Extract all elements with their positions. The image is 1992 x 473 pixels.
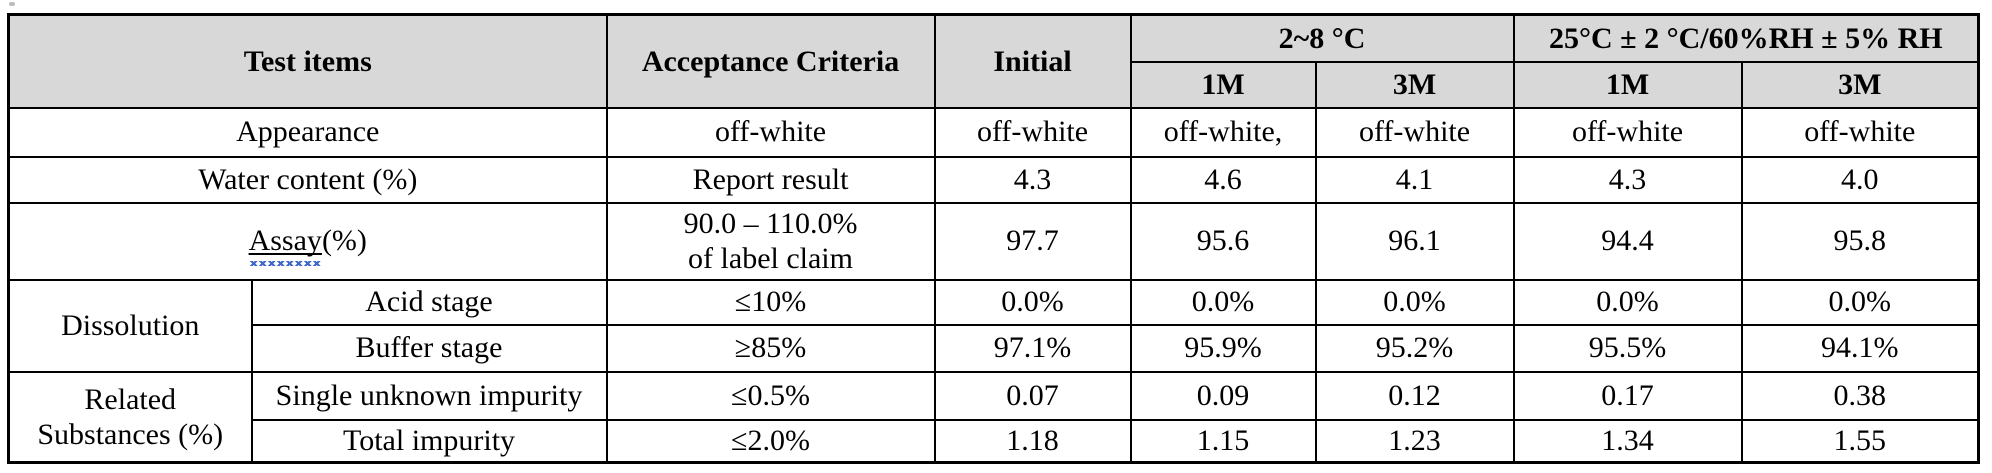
criteria-cell: off-white (605, 106, 936, 158)
value-cell: 1.23 (1314, 418, 1515, 464)
criteria-cell: ≥85% (605, 323, 936, 373)
group-cell-related-substances: Related Substances (%) (7, 370, 253, 464)
header-row-2: 1M 3M 1M 3M (9, 60, 1980, 109)
assay-word-spellchecked: Assay (248, 224, 323, 266)
value-cell: 0.12 (1314, 370, 1515, 421)
header-timepoint-1m-cold: 1M (1129, 60, 1317, 109)
value-cell: 0.07 (933, 370, 1132, 421)
row-related-single-impurity: Related Substances (%) Single unknown im… (7, 370, 1980, 464)
criteria-cell: Report result (605, 155, 936, 204)
row-dissolution-buffer: Buffer stage ≥85% 97.1% 95.9% 95.2% 95.5… (9, 323, 1980, 373)
value-cell: 95.2% (1314, 323, 1515, 373)
value-cell: 4.3 (933, 155, 1132, 204)
stability-results-table: Test items Acceptance Criteria Initial 2… (7, 13, 1981, 464)
value-cell: 1.34 (1512, 418, 1743, 464)
value-cell: 0.0% (1512, 278, 1743, 326)
value-cell: 0.0% (1740, 278, 1980, 326)
item-cell: Water content (%) (7, 155, 608, 204)
value-cell: 4.3 (1512, 155, 1743, 204)
criteria-cell: ≤2.0% (605, 418, 936, 464)
value-cell: 4.0 (1740, 155, 1980, 204)
value-cell: 97.1% (933, 323, 1132, 373)
value-cell: 1.18 (933, 418, 1132, 464)
item-cell: Appearance (7, 106, 608, 158)
value-cell: 0.0% (933, 278, 1132, 326)
header-row-1: Test items Acceptance Criteria Initial 2… (7, 13, 1980, 109)
value-cell: off-white (1740, 106, 1980, 158)
row-dissolution-acid: Dissolution Acid stage ≤10% 0.0% 0.0% 0.… (7, 278, 1980, 373)
value-cell: 1.55 (1740, 418, 1980, 464)
header-timepoint-3m-ambient: 3M (1740, 60, 1980, 109)
row-assay: Assay(%) 90.0 – 110.0% of label claim 97… (7, 201, 1980, 281)
value-cell: off-white (933, 106, 1132, 158)
criteria-cell: ≤0.5% (605, 370, 936, 421)
value-cell: 95.9% (1129, 323, 1317, 373)
item-cell: Assay(%) (7, 201, 608, 281)
header-timepoint-1m-ambient: 1M (1512, 60, 1743, 109)
value-cell: 95.8 (1740, 201, 1980, 281)
item-cell: Acid stage (250, 278, 608, 326)
header-acceptance-criteria: Acceptance Criteria (605, 13, 936, 109)
row-related-total-impurity: Total impurity ≤2.0% 1.18 1.15 1.23 1.34… (9, 418, 1980, 464)
value-cell: 0.09 (1129, 370, 1317, 421)
group-cell-dissolution: Dissolution (7, 278, 253, 373)
value-cell: 0.0% (1129, 278, 1317, 326)
header-condition-2-8c: 2~8 °C (1129, 13, 1515, 63)
value-cell: off-white, (1129, 106, 1317, 158)
value-cell: 0.17 (1512, 370, 1743, 421)
value-cell: 95.6 (1129, 201, 1317, 281)
row-water-content: Water content (%) Report result 4.3 4.6 … (7, 155, 1980, 204)
value-cell: off-white (1512, 106, 1743, 158)
value-cell: 4.1 (1314, 155, 1515, 204)
value-cell: 96.1 (1314, 201, 1515, 281)
value-cell: 95.5% (1512, 323, 1743, 373)
criteria-cell: 90.0 – 110.0% of label claim (605, 201, 936, 281)
item-cell: Buffer stage (250, 323, 608, 373)
value-cell: 0.0% (1314, 278, 1515, 326)
item-cell: Single unknown impurity (250, 370, 608, 421)
value-cell: 97.7 (933, 201, 1132, 281)
value-cell: 1.15 (1129, 418, 1317, 464)
value-cell: off-white (1314, 106, 1515, 158)
item-cell: Total impurity (250, 418, 608, 464)
header-condition-25c-60rh: 25°C ± 2 °C/60%RH ± 5% RH (1512, 13, 1980, 63)
value-cell: 4.6 (1129, 155, 1317, 204)
header-timepoint-3m-cold: 3M (1314, 60, 1515, 109)
criteria-cell: ≤10% (605, 278, 936, 326)
header-initial: Initial (933, 13, 1132, 109)
header-test-items: Test items (7, 13, 608, 109)
value-cell: 94.4 (1512, 201, 1743, 281)
value-cell: 0.38 (1740, 370, 1980, 421)
value-cell: 94.1% (1740, 323, 1980, 373)
stray-mark (9, 2, 15, 6)
assay-suffix: (%) (321, 224, 367, 258)
row-appearance: Appearance off-white off-white off-white… (7, 106, 1980, 158)
